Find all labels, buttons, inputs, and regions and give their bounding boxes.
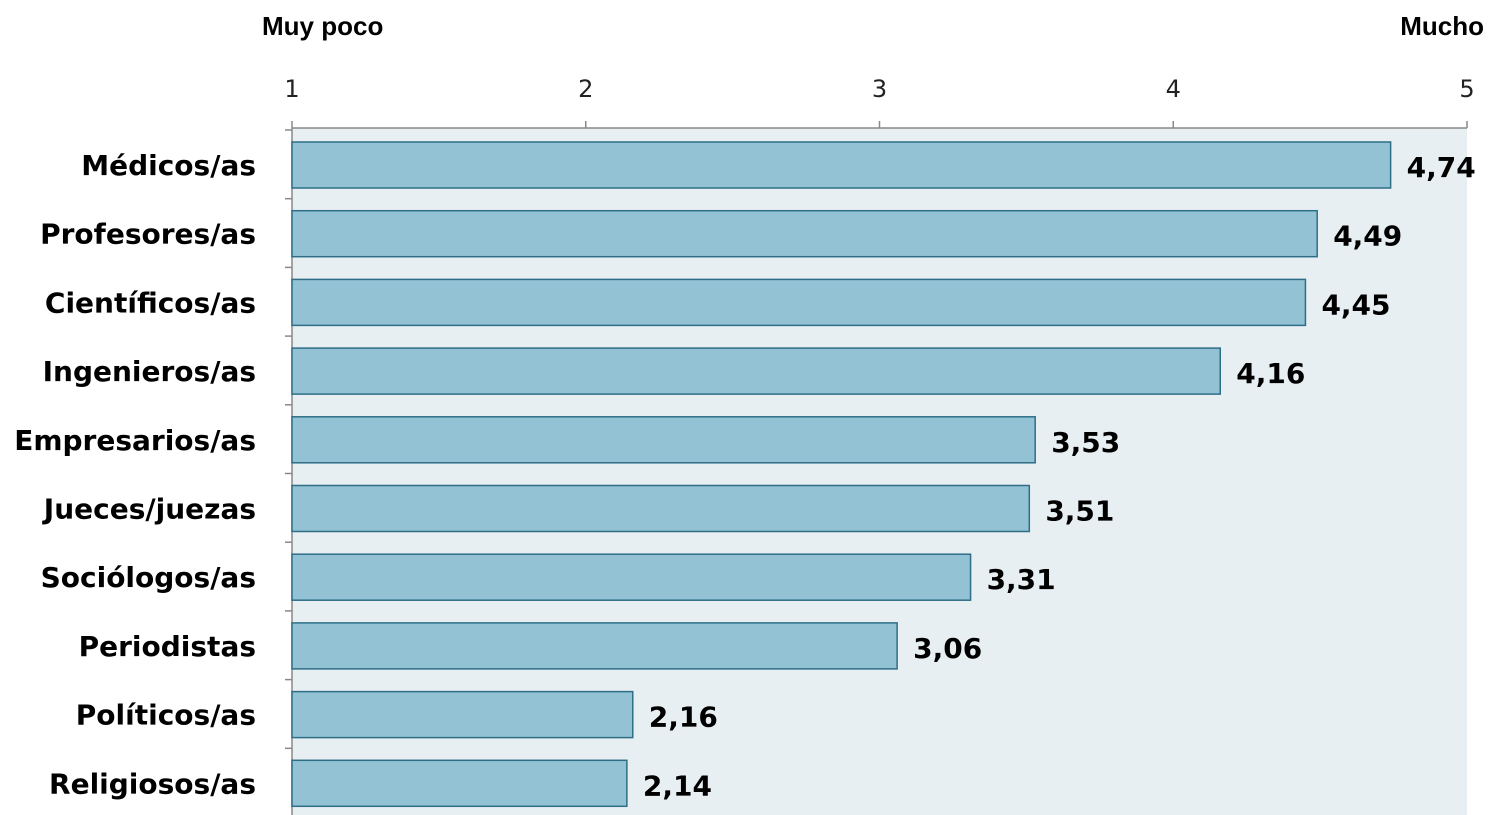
- category-label: Empresarios/as: [14, 424, 256, 457]
- scale-anchor-low-label: Muy poco: [262, 11, 383, 41]
- value-label: 4,49: [1333, 220, 1402, 253]
- category-label: Periodistas: [79, 630, 256, 663]
- category-label: Profesores/as: [40, 218, 256, 251]
- value-label: 2,14: [643, 769, 712, 802]
- category-label: Políticos/as: [76, 699, 256, 732]
- bars: [291, 141, 1392, 808]
- value-labels: 4,74 4,49 4,45 4,16 3,53 3,51 3,31 3,06 2,16 2,14: [643, 151, 1476, 802]
- x-tick-label: 3: [872, 75, 887, 103]
- bar: [291, 209, 1318, 258]
- bar: [291, 759, 628, 808]
- y-axis: [285, 128, 293, 815]
- x-tick-label: 1: [284, 75, 299, 103]
- category-label: Científicos/as: [45, 286, 256, 319]
- value-label: 3,53: [1051, 426, 1120, 459]
- bar: [291, 347, 1221, 395]
- scale-anchor-high-label: Mucho: [1400, 11, 1484, 41]
- bar: [291, 278, 1307, 327]
- bar: [291, 416, 1036, 464]
- x-tick-label: 2: [578, 75, 593, 103]
- value-label: 4,45: [1321, 288, 1390, 321]
- category-label: Médicos/as: [81, 149, 256, 182]
- x-axis: 1 2 3 4 5: [284, 75, 1475, 129]
- category-label: Ingenieros/as: [43, 355, 256, 388]
- bar: [291, 690, 634, 739]
- category-label: Religiosos/as: [49, 767, 256, 800]
- bar: [291, 141, 1392, 189]
- category-label: Sociólogos/as: [41, 561, 256, 594]
- category-label: Jueces/juezas: [42, 493, 256, 526]
- value-label: 4,16: [1236, 357, 1305, 390]
- bar: [291, 484, 1031, 533]
- x-tick-label: 5: [1459, 75, 1474, 103]
- category-labels: Médicos/as Profesores/as Científicos/as Ing…: [14, 149, 256, 800]
- value-label: 3,06: [913, 632, 982, 665]
- bar: [291, 553, 972, 601]
- x-tick-label: 4: [1166, 75, 1181, 103]
- value-label: 3,51: [1045, 495, 1114, 528]
- value-label: 2,16: [649, 701, 718, 734]
- value-label: 4,74: [1407, 151, 1476, 184]
- value-label: 3,31: [987, 563, 1056, 596]
- bar: [291, 622, 898, 670]
